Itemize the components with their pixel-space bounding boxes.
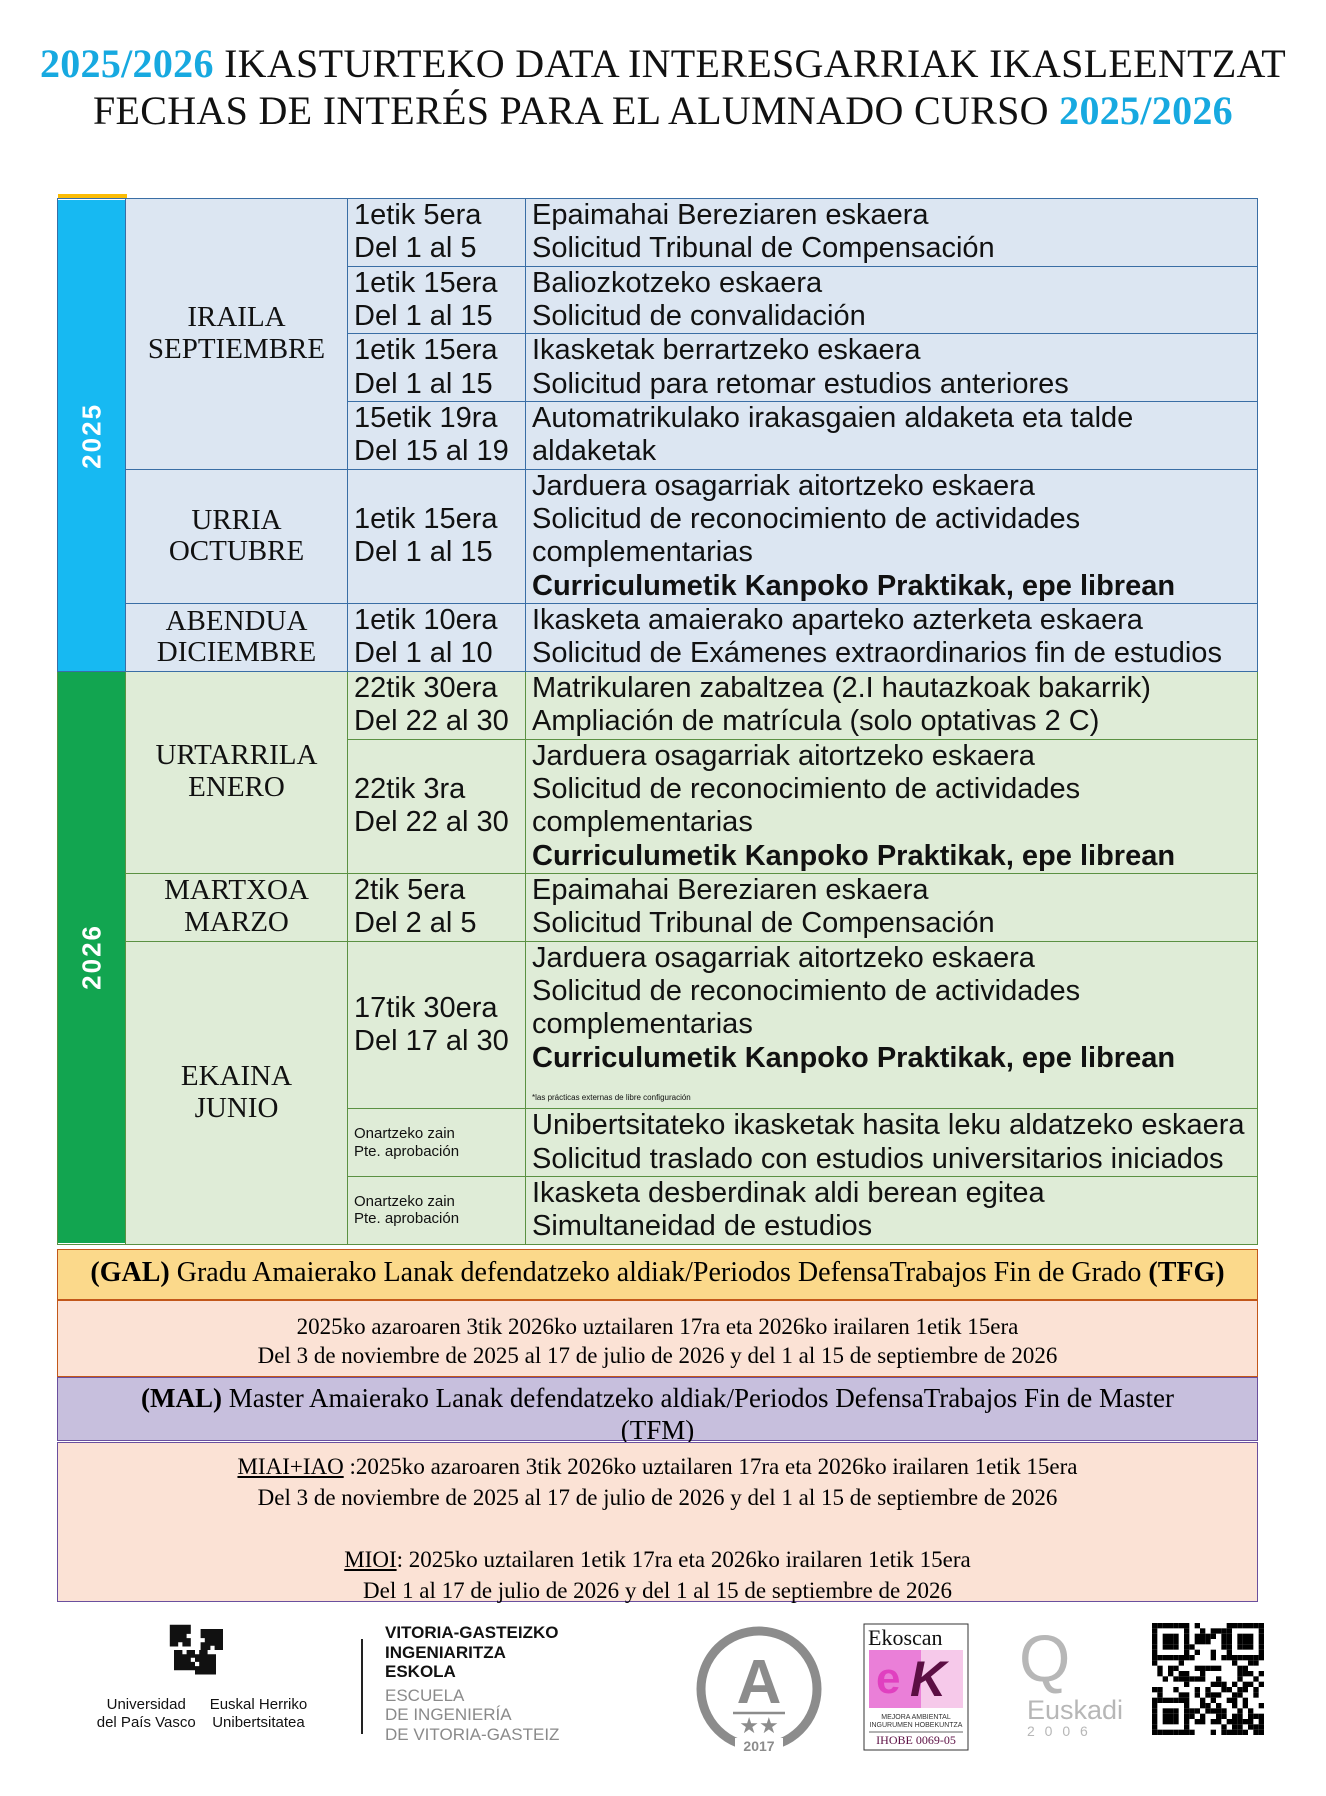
svg-text:K: K <box>910 1651 950 1707</box>
svg-text:2 0 0 6: 2 0 0 6 <box>1027 1723 1091 1739</box>
svg-text:MEJORA AMBIENTAL: MEJORA AMBIENTAL <box>881 1714 951 1721</box>
svg-text:INGURUMEN HOBEKUNTZA: INGURUMEN HOBEKUNTZA <box>870 1722 963 1729</box>
svg-text:e: e <box>876 1654 900 1703</box>
svg-text:IHOBE 0069-05: IHOBE 0069-05 <box>876 1733 956 1747</box>
svg-text:A: A <box>737 1648 782 1717</box>
svg-text:★★: ★★ <box>739 1713 778 1738</box>
svg-text:Ekoscan: Ekoscan <box>868 1625 943 1650</box>
svg-text:Euskadi: Euskadi <box>1027 1695 1123 1725</box>
svg-text:Q: Q <box>1019 1623 1070 1695</box>
svg-text:2017: 2017 <box>743 1738 774 1753</box>
